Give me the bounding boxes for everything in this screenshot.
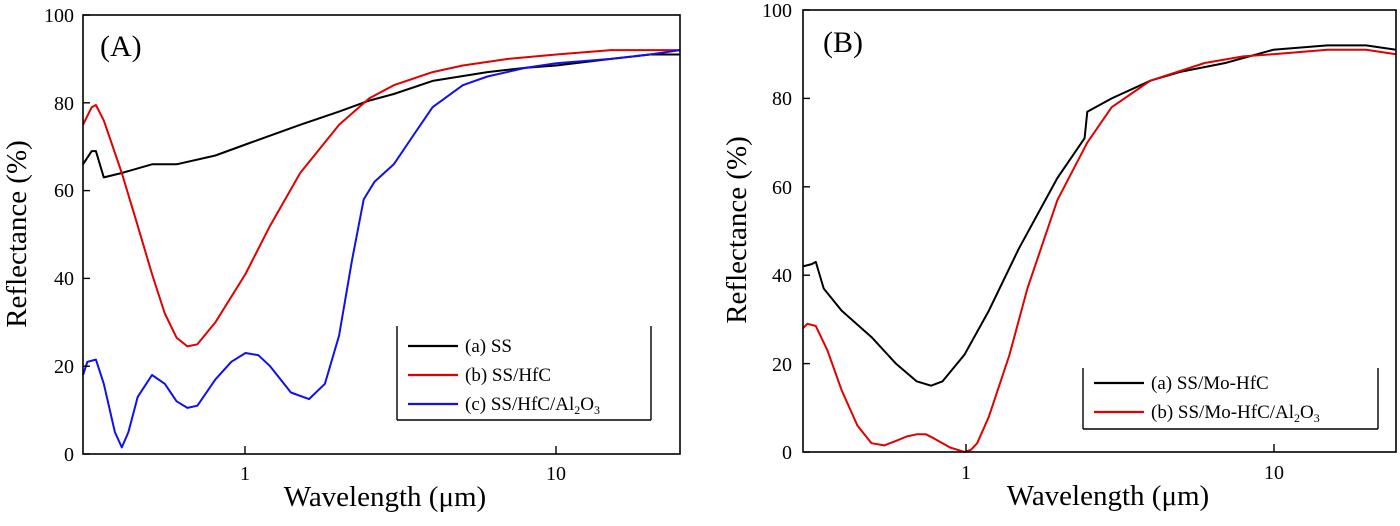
panel-a-x-axis-title: Wavelength (μm) — [284, 481, 486, 513]
panel-a-legend-label-a: (a) SS — [465, 336, 512, 357]
panel-b-legend-label-b: (b) SS/Mo-HfC/Al2O3 — [1151, 402, 1320, 425]
panel-b-y-label-0: 0 — [782, 442, 792, 464]
panel-a-y-tick-labels: 0 20 40 60 80 100 — [44, 5, 74, 466]
panel-b-label: (B) — [823, 26, 863, 59]
panel-b-series-line-a — [803, 45, 1396, 385]
panel-b-series-line-b — [803, 50, 1396, 452]
panel-b-legend-label-a: (a) SS/Mo-HfC — [1151, 373, 1269, 394]
panel-b-x-label-10: 10 — [1264, 462, 1284, 484]
panel-b: 0 20 40 60 80 100 1 10 Wavelength (μm) R… — [721, 0, 1396, 512]
panel-b-y-label-60: 60 — [772, 177, 792, 199]
panel-a-series-line-a — [83, 55, 680, 178]
panel-b-y-tick-labels: 0 20 40 60 80 100 — [762, 0, 792, 464]
panel-a-legend-label-b: (b) SS/HfC — [465, 365, 551, 386]
panel-a-y-label-20: 20 — [54, 356, 74, 378]
panel-a-label: (A) — [100, 30, 142, 63]
panel-a-plot-frame — [83, 15, 680, 454]
panel-a-y-ticks — [83, 15, 90, 454]
panel-a-y-label-40: 40 — [54, 268, 74, 290]
panel-b-y-axis-title: Reflectance (%) — [721, 136, 753, 324]
panel-a: 0 20 40 60 80 100 1 10 Wavelength (μm) R… — [1, 5, 680, 513]
panel-a-legend-label-c: (c) SS/HfC/Al2O3 — [465, 394, 600, 417]
panel-a-x-label-1: 1 — [240, 463, 250, 485]
panel-a-x-label-10: 10 — [546, 463, 566, 485]
panel-a-series-line-c — [83, 50, 680, 447]
panel-a-y-label-100: 100 — [44, 5, 74, 27]
panel-b-y-ticks — [803, 10, 810, 452]
panel-a-legend: (a) SS (b) SS/HfC (c) SS/HfC/Al2O3 — [397, 326, 651, 420]
panel-a-y-label-0: 0 — [64, 444, 74, 466]
panel-b-x-label-1: 1 — [961, 462, 971, 484]
panel-b-series-group — [803, 45, 1396, 452]
panel-b-plot-frame — [803, 10, 1396, 452]
panel-a-x-ticks — [245, 446, 556, 454]
panel-a-series-line-b — [83, 50, 680, 346]
panel-a-series-group — [83, 50, 680, 447]
panel-a-y-label-80: 80 — [54, 93, 74, 115]
panel-a-y-label-60: 60 — [54, 180, 74, 202]
panel-b-legend: (a) SS/Mo-HfC (b) SS/Mo-HfC/Al2O3 — [1083, 368, 1378, 429]
chart-figure: 0 20 40 60 80 100 1 10 Wavelength (μm) R… — [0, 0, 1400, 526]
panel-b-x-axis-title: Wavelength (μm) — [1007, 480, 1209, 512]
panel-b-x-ticks — [966, 444, 1274, 452]
panel-b-y-label-40: 40 — [772, 265, 792, 287]
panel-b-y-label-100: 100 — [762, 0, 792, 22]
panel-a-y-axis-title: Reflectance (%) — [1, 140, 33, 328]
panel-b-y-label-20: 20 — [772, 354, 792, 376]
panel-b-y-label-80: 80 — [772, 88, 792, 110]
